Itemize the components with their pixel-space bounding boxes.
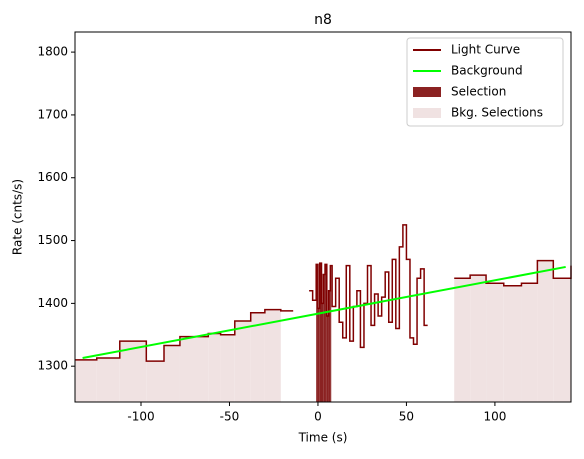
selection (326, 315, 329, 402)
y-tick-label: 1700 (37, 107, 68, 121)
selection (325, 264, 327, 402)
y-tick-label: 1300 (37, 359, 68, 373)
x-tick-label: 50 (399, 410, 414, 424)
bkg-selection (553, 278, 571, 402)
bkg-selection (96, 358, 120, 402)
y-tick-label: 1500 (37, 233, 68, 247)
selection (321, 303, 324, 402)
legend-label: Selection (451, 85, 506, 99)
selection (316, 264, 318, 402)
background-line (82, 265, 566, 360)
bkg-selection (264, 309, 281, 402)
legend-swatch (413, 87, 441, 97)
bkg-selection (220, 334, 235, 402)
legend-label: Bkg. Selections (451, 106, 543, 120)
bkg-selection (486, 283, 504, 402)
y-tick-label: 1800 (37, 45, 68, 59)
bkg-selection (521, 283, 538, 402)
selection (319, 263, 322, 402)
bkg-selection (119, 341, 147, 402)
y-label: Rate (cnts/s) (11, 179, 25, 255)
bkg-selection (503, 285, 522, 402)
bkg-selection (454, 278, 471, 402)
x-tick-label: -100 (127, 410, 154, 424)
plot-frame (74, 31, 572, 403)
selection (317, 308, 320, 402)
y-tick-label: 1600 (37, 170, 68, 184)
bkg-selection (75, 359, 97, 402)
x-label: Time (s) (298, 431, 348, 445)
legend (406, 37, 564, 127)
bkg-selection (234, 320, 251, 402)
chart-title: n8 (314, 12, 332, 28)
bkg-selection (179, 336, 209, 402)
bkg-selection (208, 333, 221, 402)
bkg-selection (470, 275, 487, 402)
selection (323, 274, 326, 402)
selection (330, 265, 332, 402)
legend-label: Light Curve (451, 43, 520, 57)
selection (328, 290, 331, 402)
bkg-selection (164, 345, 180, 402)
y-tick-label: 1400 (37, 296, 68, 310)
bkg-selection (250, 312, 265, 402)
legend-swatch (413, 108, 441, 118)
x-tick-label: -50 (220, 410, 240, 424)
legend-label: Background (451, 64, 523, 78)
x-tick-label: 0 (314, 410, 322, 424)
bkg-selection (537, 260, 554, 402)
x-tick-label: 100 (483, 410, 506, 424)
bkg-selection (146, 361, 165, 402)
